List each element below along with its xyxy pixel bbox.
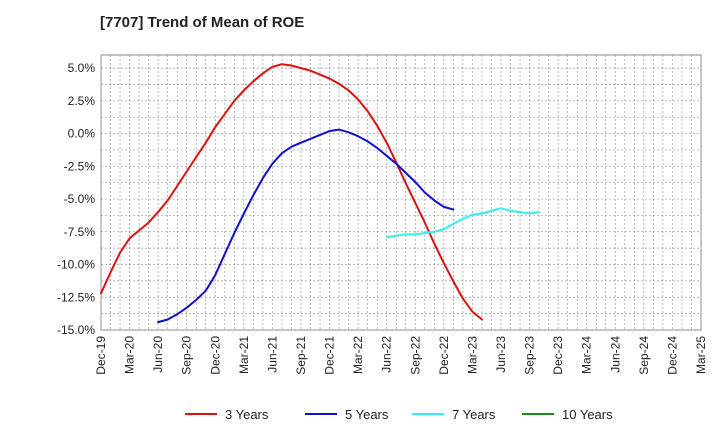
y-tick-label: 2.5%: [68, 94, 96, 108]
y-tick-label: -12.5%: [57, 290, 95, 304]
series-line: [385, 207, 541, 238]
x-tick-label: Dec-22: [437, 336, 451, 375]
x-tick-label: Dec-23: [551, 336, 565, 375]
x-tick-label: Jun-24: [608, 336, 622, 373]
series-line: [157, 128, 455, 324]
x-tick-label: Jun-20: [151, 336, 165, 373]
x-tick-label: Jun-22: [380, 336, 394, 373]
y-tick-label: -7.5%: [64, 225, 96, 239]
chart-title: [7707] Trend of Mean of ROE: [100, 14, 305, 31]
x-tick-label: Jun-21: [265, 336, 279, 373]
x-tick-label: Mar-21: [237, 336, 251, 374]
y-tick-label: -2.5%: [64, 159, 96, 173]
x-tick-label: Mar-20: [123, 336, 137, 374]
grid-lines: [100, 55, 702, 331]
series-lines: [100, 63, 541, 324]
y-tick-label: 5.0%: [68, 61, 96, 75]
x-tick-label: Mar-24: [580, 336, 594, 374]
x-tick-label: Jun-23: [494, 336, 508, 373]
x-tick-label: Sep-20: [180, 336, 194, 375]
y-tick-label: 0.0%: [68, 127, 96, 141]
legend-label: 5 Years: [345, 407, 389, 422]
x-tick-label: Sep-22: [408, 336, 422, 375]
series-line: [100, 63, 483, 321]
y-tick-label: -10.0%: [57, 258, 95, 272]
x-tick-label: Dec-20: [208, 336, 222, 375]
x-tick-label: Sep-23: [523, 336, 537, 375]
legend-label: 10 Years: [562, 407, 613, 422]
x-tick-label: Mar-25: [694, 336, 708, 374]
x-tick-label: Dec-19: [94, 336, 108, 375]
legend-label: 7 Years: [452, 407, 496, 422]
y-tick-labels: 5.0% 2.5% 0.0% -2.5% -5.0% -7.5% -10.0% -12.5% -…: [57, 61, 95, 337]
legend-label: 3 Years: [225, 407, 269, 422]
x-tick-labels: Dec-19 Mar-20 Jun-20 Sep-20 Dec-20 Mar-21 Jun-…: [94, 336, 708, 375]
x-tick-label: Dec-24: [665, 336, 679, 375]
y-tick-label: -15.0%: [57, 323, 95, 337]
x-tick-label: Sep-21: [294, 336, 308, 375]
y-tick-label: -5.0%: [64, 192, 96, 206]
x-tick-label: Dec-21: [323, 336, 337, 375]
legend: 3 Years 5 Years 7 Years 10 Years: [185, 407, 613, 422]
x-tick-label: Mar-23: [465, 336, 479, 374]
x-tick-label: Mar-22: [351, 336, 365, 374]
plot-area: [100, 54, 702, 331]
x-tick-label: Sep-24: [637, 336, 651, 375]
